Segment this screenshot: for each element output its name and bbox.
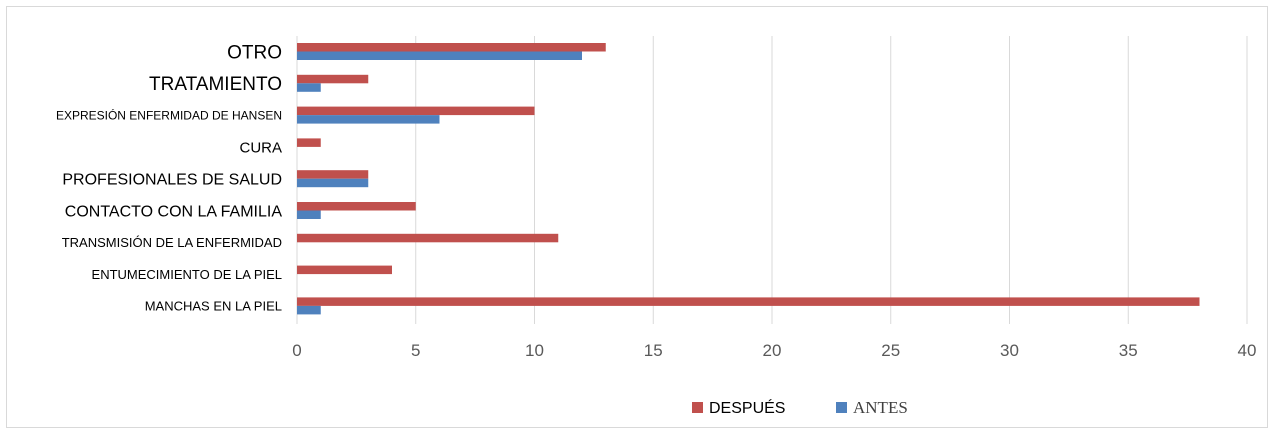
category-labels: OTRO TRATAMIENTO EXPRESIÓN ENFERMIDAD DE H…: [56, 42, 282, 313]
bar-antes-2: [297, 115, 440, 124]
category-label-2: EXPRESIÓN ENFERMIDAD DE HANSEN: [56, 107, 282, 122]
category-label-8: MANCHAS EN LA PIEL: [145, 299, 282, 314]
bar-despues-4: [297, 170, 369, 179]
legend: DESPUÉS ANTES: [692, 398, 908, 417]
x-tick-10: 10: [525, 341, 544, 360]
x-tick-0: 0: [292, 341, 301, 360]
bar-despues-1: [297, 74, 369, 84]
x-tick-25: 25: [881, 341, 900, 360]
category-label-3: CURA: [239, 139, 282, 156]
chart-frame: [6, 6, 1268, 428]
category-label-7: ENTUMECIMIENTO DE LA PIEL: [92, 267, 282, 282]
x-tick-35: 35: [1119, 341, 1138, 360]
legend-label-0: DESPUÉS: [709, 398, 785, 417]
bar-despues-2: [297, 106, 535, 116]
category-label-5: CONTACTO CON LA FAMILIA: [65, 203, 283, 220]
bars: [297, 43, 1200, 315]
x-tick-5: 5: [411, 341, 420, 360]
bar-antes-5: [297, 210, 321, 219]
legend-swatch-0: [692, 402, 703, 413]
category-label-1: TRATAMIENTO: [149, 74, 282, 95]
x-tick-20: 20: [763, 341, 782, 360]
x-tick-labels: 0 5 10 15 20 25 30 35 40: [292, 341, 1256, 360]
bar-despues-8: [297, 297, 1200, 306]
category-label-4: PROFESIONALES DE SALUD: [62, 171, 282, 188]
grid-lines: [296, 36, 1248, 324]
bar-despues-7: [297, 265, 392, 275]
x-tick-30: 30: [1000, 341, 1019, 360]
bar-antes-0: [297, 51, 582, 60]
legend-label-1: ANTES: [853, 398, 908, 417]
bar-antes-1: [297, 83, 321, 92]
category-label-6: TRANSMISIÓN DE LA ENFERMIDAD: [62, 235, 282, 250]
legend-swatch-1: [836, 402, 847, 413]
bar-antes-8: [297, 305, 321, 315]
x-tick-40: 40: [1238, 341, 1257, 360]
bar-despues-6: [297, 233, 559, 243]
bar-despues-5: [297, 202, 416, 211]
bar-despues-3: [297, 138, 321, 147]
bar-antes-4: [297, 178, 369, 188]
category-label-0: OTRO: [227, 42, 282, 63]
x-tick-15: 15: [644, 341, 663, 360]
bar-despues-0: [297, 43, 606, 52]
